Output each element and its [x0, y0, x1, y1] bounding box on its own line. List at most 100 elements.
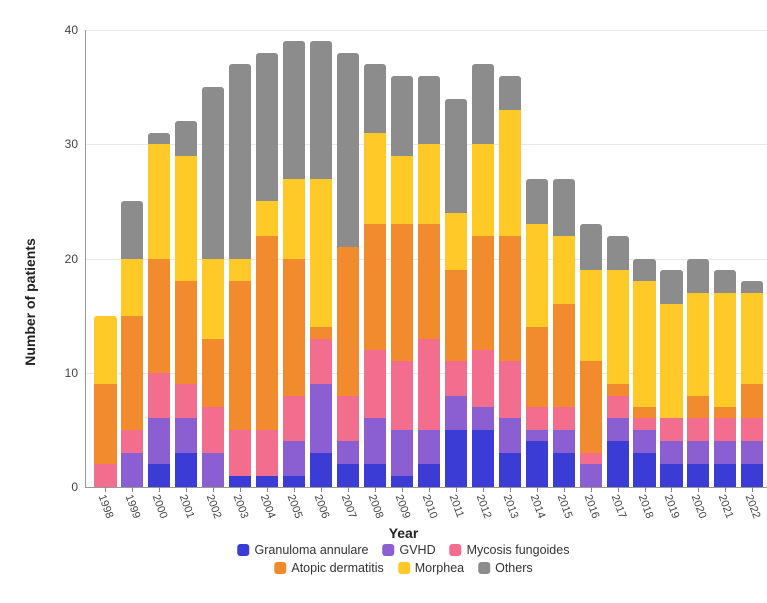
bar-segment-morphea[interactable] [660, 304, 682, 418]
bar-segment-granuloma_annulare[interactable] [445, 430, 467, 487]
bar-segment-morphea[interactable] [148, 144, 170, 258]
bar-segment-mycosis_fungoides[interactable] [553, 407, 575, 430]
bar-segment-others[interactable] [687, 259, 709, 293]
bar-segment-mycosis_fungoides[interactable] [607, 396, 629, 419]
bar-segment-granuloma_annulare[interactable] [526, 441, 548, 487]
bar-segment-granuloma_annulare[interactable] [310, 453, 332, 487]
bar-segment-morphea[interactable] [175, 156, 197, 282]
bar-segment-morphea[interactable] [229, 259, 251, 282]
bar-segment-gvhd[interactable] [337, 441, 359, 464]
bar-segment-atopic_dermatitis[interactable] [633, 407, 655, 418]
bar-segment-others[interactable] [741, 281, 763, 292]
bar-segment-others[interactable] [391, 76, 413, 156]
bar-segment-gvhd[interactable] [580, 464, 602, 487]
bar-segment-morphea[interactable] [553, 236, 575, 305]
bar-segment-mycosis_fungoides[interactable] [391, 361, 413, 430]
bar-segment-mycosis_fungoides[interactable] [121, 430, 143, 453]
bar-segment-atopic_dermatitis[interactable] [472, 236, 494, 350]
bar-segment-gvhd[interactable] [499, 418, 521, 452]
bar-segment-granuloma_annulare[interactable] [741, 464, 763, 487]
bar-segment-granuloma_annulare[interactable] [607, 441, 629, 487]
bar-segment-mycosis_fungoides[interactable] [526, 407, 548, 430]
bar-segment-mycosis_fungoides[interactable] [660, 418, 682, 441]
bar-segment-gvhd[interactable] [148, 418, 170, 464]
bar-segment-others[interactable] [633, 259, 655, 282]
bar-segment-granuloma_annulare[interactable] [499, 453, 521, 487]
bar-segment-atopic_dermatitis[interactable] [391, 224, 413, 361]
bar-segment-mycosis_fungoides[interactable] [499, 361, 521, 418]
bar-segment-others[interactable] [445, 99, 467, 213]
bar-segment-morphea[interactable] [445, 213, 467, 270]
bar-segment-granuloma_annulare[interactable] [364, 464, 386, 487]
bar-segment-atopic_dermatitis[interactable] [94, 384, 116, 464]
bar-segment-morphea[interactable] [499, 110, 521, 236]
bar-segment-mycosis_fungoides[interactable] [229, 430, 251, 476]
bar-segment-others[interactable] [256, 53, 278, 202]
bar-segment-granuloma_annulare[interactable] [633, 453, 655, 487]
bar-segment-atopic_dermatitis[interactable] [580, 361, 602, 452]
bar-segment-mycosis_fungoides[interactable] [337, 396, 359, 442]
bar-segment-atopic_dermatitis[interactable] [526, 327, 548, 407]
bar-segment-atopic_dermatitis[interactable] [256, 236, 278, 430]
bar-segment-others[interactable] [418, 76, 440, 145]
bar-segment-atopic_dermatitis[interactable] [687, 396, 709, 419]
bar-segment-atopic_dermatitis[interactable] [175, 281, 197, 384]
bar-segment-gvhd[interactable] [741, 441, 763, 464]
bar-segment-morphea[interactable] [714, 293, 736, 407]
bar-segment-morphea[interactable] [202, 259, 224, 339]
bar-segment-mycosis_fungoides[interactable] [283, 396, 305, 442]
bar-segment-mycosis_fungoides[interactable] [472, 350, 494, 407]
bar-segment-morphea[interactable] [391, 156, 413, 225]
bar-segment-gvhd[interactable] [714, 441, 736, 464]
bar-segment-atopic_dermatitis[interactable] [607, 384, 629, 395]
bar-segment-others[interactable] [337, 53, 359, 247]
bar-segment-others[interactable] [283, 41, 305, 178]
bar-segment-atopic_dermatitis[interactable] [148, 259, 170, 373]
bar-segment-morphea[interactable] [526, 224, 548, 327]
bar-segment-granuloma_annulare[interactable] [418, 464, 440, 487]
bar-segment-morphea[interactable] [418, 144, 440, 224]
bar-segment-others[interactable] [148, 133, 170, 144]
bar-segment-others[interactable] [175, 121, 197, 155]
legend-item-mycosis_fungoides[interactable]: Mycosis fungoides [450, 543, 570, 557]
bar-segment-mycosis_fungoides[interactable] [202, 407, 224, 453]
bar-segment-atopic_dermatitis[interactable] [445, 270, 467, 361]
bar-segment-others[interactable] [580, 224, 602, 270]
bar-segment-morphea[interactable] [580, 270, 602, 361]
bar-segment-atopic_dermatitis[interactable] [121, 316, 143, 430]
bar-segment-atopic_dermatitis[interactable] [553, 304, 575, 407]
bar-segment-atopic_dermatitis[interactable] [741, 384, 763, 418]
bar-segment-mycosis_fungoides[interactable] [445, 361, 467, 395]
bar-segment-mycosis_fungoides[interactable] [633, 418, 655, 429]
bar-segment-morphea[interactable] [687, 293, 709, 396]
bar-segment-mycosis_fungoides[interactable] [580, 453, 602, 464]
bar-segment-gvhd[interactable] [310, 384, 332, 453]
bar-segment-granuloma_annulare[interactable] [714, 464, 736, 487]
bar-segment-atopic_dermatitis[interactable] [364, 224, 386, 350]
bar-segment-mycosis_fungoides[interactable] [687, 418, 709, 441]
bar-segment-others[interactable] [714, 270, 736, 293]
bar-segment-gvhd[interactable] [391, 430, 413, 476]
bar-segment-granuloma_annulare[interactable] [256, 476, 278, 487]
bar-segment-gvhd[interactable] [175, 418, 197, 452]
legend-item-atopic_dermatitis[interactable]: Atopic dermatitis [274, 561, 383, 575]
bar-segment-mycosis_fungoides[interactable] [741, 418, 763, 441]
bar-segment-others[interactable] [553, 179, 575, 236]
bar-segment-atopic_dermatitis[interactable] [418, 224, 440, 338]
bar-segment-mycosis_fungoides[interactable] [94, 464, 116, 487]
bar-segment-granuloma_annulare[interactable] [283, 476, 305, 487]
bar-segment-atopic_dermatitis[interactable] [283, 259, 305, 396]
bar-segment-mycosis_fungoides[interactable] [714, 418, 736, 441]
bar-segment-gvhd[interactable] [202, 453, 224, 487]
bar-segment-morphea[interactable] [256, 201, 278, 235]
bar-segment-granuloma_annulare[interactable] [687, 464, 709, 487]
bar-segment-morphea[interactable] [472, 144, 494, 235]
bar-segment-atopic_dermatitis[interactable] [337, 247, 359, 396]
bar-segment-atopic_dermatitis[interactable] [499, 236, 521, 362]
bar-segment-morphea[interactable] [310, 179, 332, 328]
bar-segment-morphea[interactable] [121, 259, 143, 316]
bar-segment-gvhd[interactable] [553, 430, 575, 453]
bar-segment-gvhd[interactable] [121, 453, 143, 487]
bar-segment-morphea[interactable] [94, 316, 116, 385]
bar-segment-gvhd[interactable] [445, 396, 467, 430]
